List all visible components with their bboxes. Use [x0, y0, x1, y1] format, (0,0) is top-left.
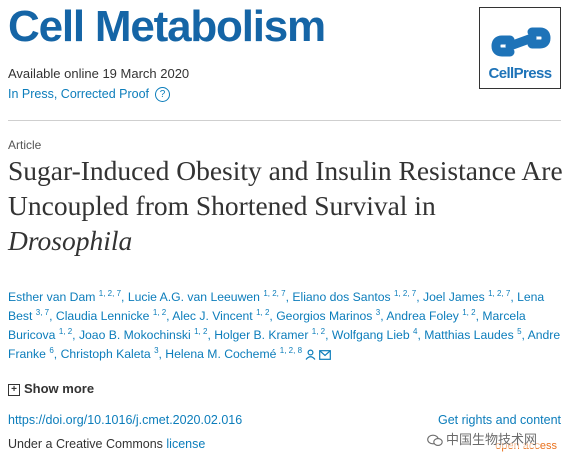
license-link[interactable]: license	[166, 437, 206, 451]
author-affiliation[interactable]: 6	[49, 345, 54, 355]
author-link[interactable]: Andre Franke 6	[8, 328, 560, 361]
author-name[interactable]: Joao B. Mokochinski	[78, 328, 191, 342]
author-name[interactable]: Helena M. Cochemé	[165, 347, 277, 361]
header-divider	[8, 120, 561, 121]
article-title-species: Drosophila	[8, 225, 133, 256]
author-link[interactable]: Wolfgang Lieb 4	[331, 326, 418, 342]
author-name[interactable]: Holger B. Kramer	[214, 328, 309, 342]
author-affiliation[interactable]: 4	[413, 326, 418, 336]
author-affiliation[interactable]: 1, 2, 8	[279, 345, 303, 355]
watermark-text: 中国生物技术网	[446, 433, 538, 448]
article-title-main: Sugar-Induced Obesity and Insulin Resist…	[8, 155, 563, 221]
author-link[interactable]: Andrea Foley 1, 2	[386, 307, 476, 323]
author-affiliation[interactable]: 5	[517, 326, 522, 336]
author-affiliation[interactable]: 1, 2, 7	[263, 288, 286, 298]
cellpress-logo-text: CellPress	[488, 65, 553, 82]
author-link[interactable]: Alec J. Vincent 1, 2	[172, 307, 270, 323]
author-link[interactable]: Lucie A.G. van Leeuwen 1, 2, 7	[127, 288, 286, 304]
author-name[interactable]: Marcela Buricova	[8, 309, 526, 342]
author-link[interactable]: Christoph Kaleta 3	[60, 345, 159, 361]
author-affiliation[interactable]: 1, 2, 7	[98, 288, 122, 298]
author-name[interactable]: Georgios Marinos	[276, 309, 373, 323]
cellpress-mark-icon	[491, 27, 551, 57]
journal-title[interactable]: Cell Metabolism	[8, 2, 326, 51]
plus-icon: +	[8, 383, 20, 396]
author-affiliation[interactable]: 1, 2	[194, 326, 208, 336]
author-link[interactable]: Georgios Marinos 3	[276, 307, 381, 323]
chat-bubble-icon	[427, 434, 443, 446]
author-list: Esther van Dam 1, 2, 7, Lucie A.G. van L…	[8, 288, 561, 361]
author-affiliation[interactable]: 1, 2, 7	[488, 288, 511, 298]
in-press-status-link[interactable]: In Press, Corrected Proof?	[8, 87, 171, 103]
author-link[interactable]: Lena Best 3, 7	[8, 290, 544, 323]
available-online-date: Available online 19 March 2020	[8, 66, 190, 81]
help-icon[interactable]: ?	[155, 87, 171, 103]
doi-link[interactable]: https://doi.org/10.1016/j.cmet.2020.02.0…	[8, 413, 243, 427]
author-link[interactable]: Joel James 1, 2, 7	[423, 288, 511, 304]
author-link[interactable]: Eliano dos Santos 1, 2, 7	[292, 288, 417, 304]
cellpress-logo[interactable]: CellPress	[479, 7, 561, 89]
author-name[interactable]: Christoph Kaleta	[60, 347, 151, 361]
author-link[interactable]: Marcela Buricova 1, 2	[8, 309, 526, 342]
author-link[interactable]: Joao B. Mokochinski 1, 2	[78, 326, 208, 342]
author-name[interactable]: Matthias Laudes	[424, 328, 514, 342]
article-type: Article	[8, 138, 42, 152]
author-name[interactable]: Andrea Foley	[386, 309, 459, 323]
author-name[interactable]: Lena Best	[8, 290, 545, 323]
author-affiliation[interactable]: 1, 2	[152, 307, 167, 317]
author-name[interactable]: Eliano dos Santos	[292, 290, 391, 304]
author-name[interactable]: Wolfgang Lieb	[331, 328, 410, 342]
author-affiliation[interactable]: 3, 7	[35, 307, 50, 317]
author-name[interactable]: Lucie A.G. van Leeuwen	[127, 290, 260, 304]
author-link[interactable]: Holger B. Kramer 1, 2	[214, 326, 326, 342]
author-link[interactable]: Claudia Lennicke 1, 2	[55, 307, 167, 323]
author-affiliation[interactable]: 1, 2	[256, 307, 270, 317]
author-affiliation[interactable]: 3	[375, 307, 381, 317]
author-name[interactable]: Joel James	[423, 290, 485, 304]
author-link[interactable]: Matthias Laudes 5	[424, 326, 522, 342]
rights-content-link[interactable]: Get rights and content	[438, 413, 561, 427]
author-affiliation[interactable]: 1, 2, 7	[394, 288, 417, 298]
author-link[interactable]: Esther van Dam 1, 2, 7	[8, 288, 122, 304]
author-link[interactable]: Helena M. Cochemé 1, 2, 8	[165, 345, 303, 361]
license-statement: Under a Creative Commons license	[8, 437, 205, 451]
author-affiliation[interactable]: 1, 2	[462, 307, 476, 317]
author-name[interactable]: Esther van Dam	[8, 290, 96, 304]
author-affiliation[interactable]: 1, 2	[58, 326, 73, 336]
author-affiliation[interactable]: 1, 2	[311, 326, 326, 336]
show-more-button[interactable]: + Show more	[8, 381, 94, 396]
author-name[interactable]: Claudia Lennicke	[55, 309, 150, 323]
author-name[interactable]: Alec J. Vincent	[172, 309, 253, 323]
person-icon[interactable]	[305, 349, 316, 361]
article-title: Sugar-Induced Obesity and Insulin Resist…	[8, 153, 563, 258]
author-name[interactable]: Andre Franke	[8, 328, 561, 361]
license-prefix: Under a Creative Commons	[8, 437, 167, 451]
watermark: 中国生物技术网	[425, 429, 540, 448]
author-affiliation[interactable]: 3	[154, 345, 159, 355]
in-press-label[interactable]: In Press, Corrected Proof	[8, 87, 150, 101]
envelope-icon[interactable]	[319, 349, 331, 360]
show-more-label[interactable]: Show more	[24, 381, 95, 396]
